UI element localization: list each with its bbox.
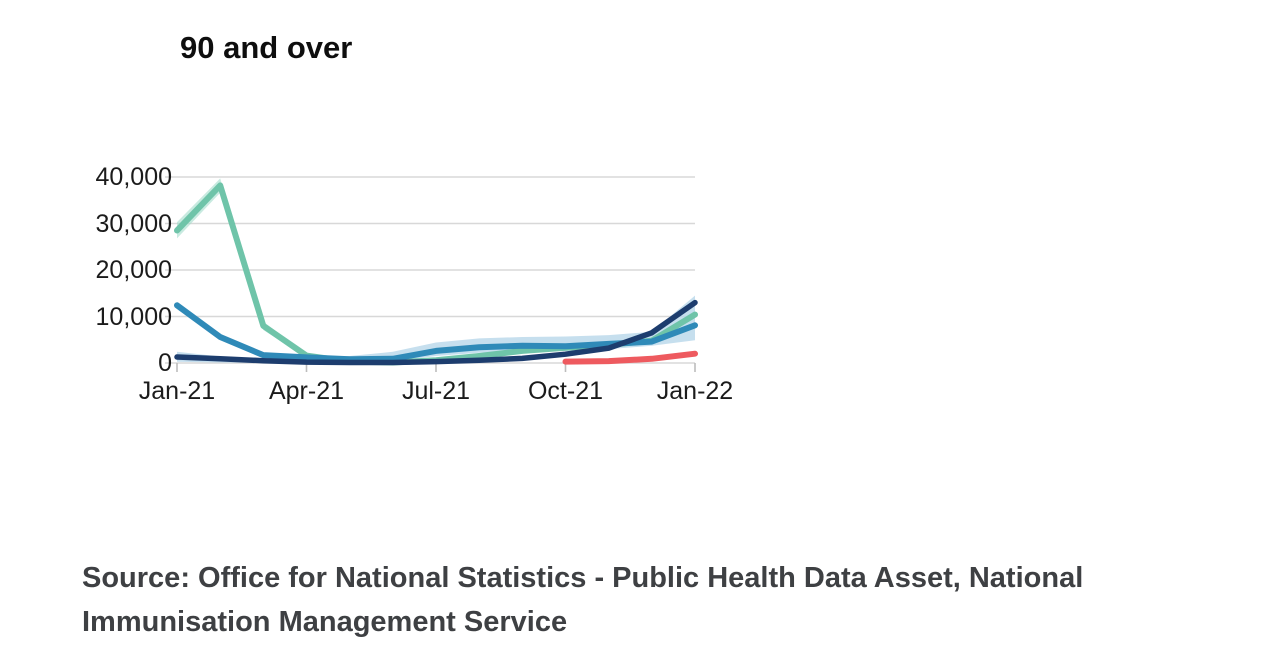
y-axis-tick-label: 10,000	[95, 302, 172, 331]
x-axis-tick-label: Jan-21	[138, 377, 216, 405]
x-axis-tick-label: Oct-21	[527, 377, 604, 405]
y-axis-tick-label: 20,000	[95, 256, 172, 284]
source-text-line-1: Source: Office for National Statistics -…	[82, 562, 1084, 594]
navy-line	[174, 299, 698, 366]
source-text: Source: Office for National Statistics -…	[82, 556, 1257, 644]
y-axis-tick-label: 30,000	[95, 209, 172, 238]
blue-line	[174, 302, 698, 363]
chart-title: 90 and over	[180, 30, 353, 65]
source-text-line-2: Immunisation Management Service	[82, 606, 568, 638]
x-axis-tick-label: Jan-22	[656, 377, 734, 405]
x-axis-tick-label: Apr-21	[268, 377, 345, 405]
y-axis-tick-label: 0	[158, 349, 172, 377]
red-line	[562, 350, 698, 365]
y-axis-tick-label: 40,000	[95, 163, 172, 191]
x-axis-tick-label: Jul-21	[401, 377, 471, 405]
